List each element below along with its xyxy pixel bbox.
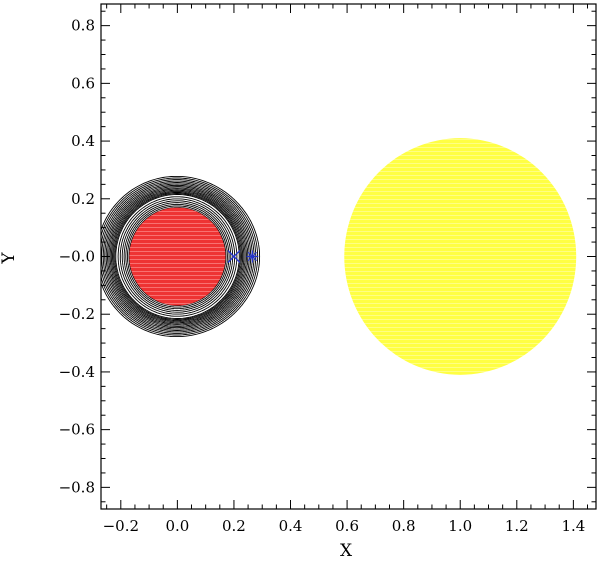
x-tick-label: 0.4 bbox=[279, 517, 303, 535]
markers-layer bbox=[227, 250, 259, 263]
y-tick-labels: 0.8 0.6 0.4 0.2 −0.0 −0.2 −0.4 −0.6 −0.8 bbox=[59, 17, 95, 497]
y-tick-label: −0.8 bbox=[59, 478, 95, 496]
lagrange-point-marker-x bbox=[227, 250, 241, 263]
x-tick-label: 0.2 bbox=[222, 517, 246, 535]
y-tick-label: −0.4 bbox=[59, 363, 95, 381]
axis-ticks bbox=[101, 4, 596, 509]
x-axis-label: X bbox=[340, 541, 353, 561]
y-tick-label: −0.6 bbox=[59, 421, 95, 439]
x-tick-label: 1.2 bbox=[505, 517, 529, 535]
y-tick-label: 0.8 bbox=[71, 17, 95, 35]
x-tick-label: 0.0 bbox=[165, 517, 189, 535]
lagrange-point-marker-asterisk bbox=[246, 250, 259, 263]
x-tick-label: 0.6 bbox=[335, 517, 359, 535]
x-tick-label: 0.8 bbox=[392, 517, 416, 535]
y-tick-label: −0.0 bbox=[59, 248, 95, 266]
bodies-layer bbox=[129, 138, 577, 375]
primary-body bbox=[129, 207, 226, 306]
secondary-body bbox=[344, 138, 577, 375]
y-tick-label: 0.2 bbox=[71, 190, 95, 208]
x-tick-label: 1.0 bbox=[448, 517, 472, 535]
x-tick-label: 1.4 bbox=[561, 517, 585, 535]
x-tick-label: −0.2 bbox=[103, 517, 139, 535]
y-tick-label: 0.4 bbox=[71, 132, 95, 150]
y-axis-label: Y bbox=[0, 252, 19, 265]
y-tick-label: −0.2 bbox=[59, 305, 95, 323]
y-tick-label: 0.6 bbox=[71, 74, 95, 92]
x-tick-labels: −0.2 0.0 0.2 0.4 0.6 0.8 1.0 1.2 1.4 bbox=[103, 517, 586, 535]
